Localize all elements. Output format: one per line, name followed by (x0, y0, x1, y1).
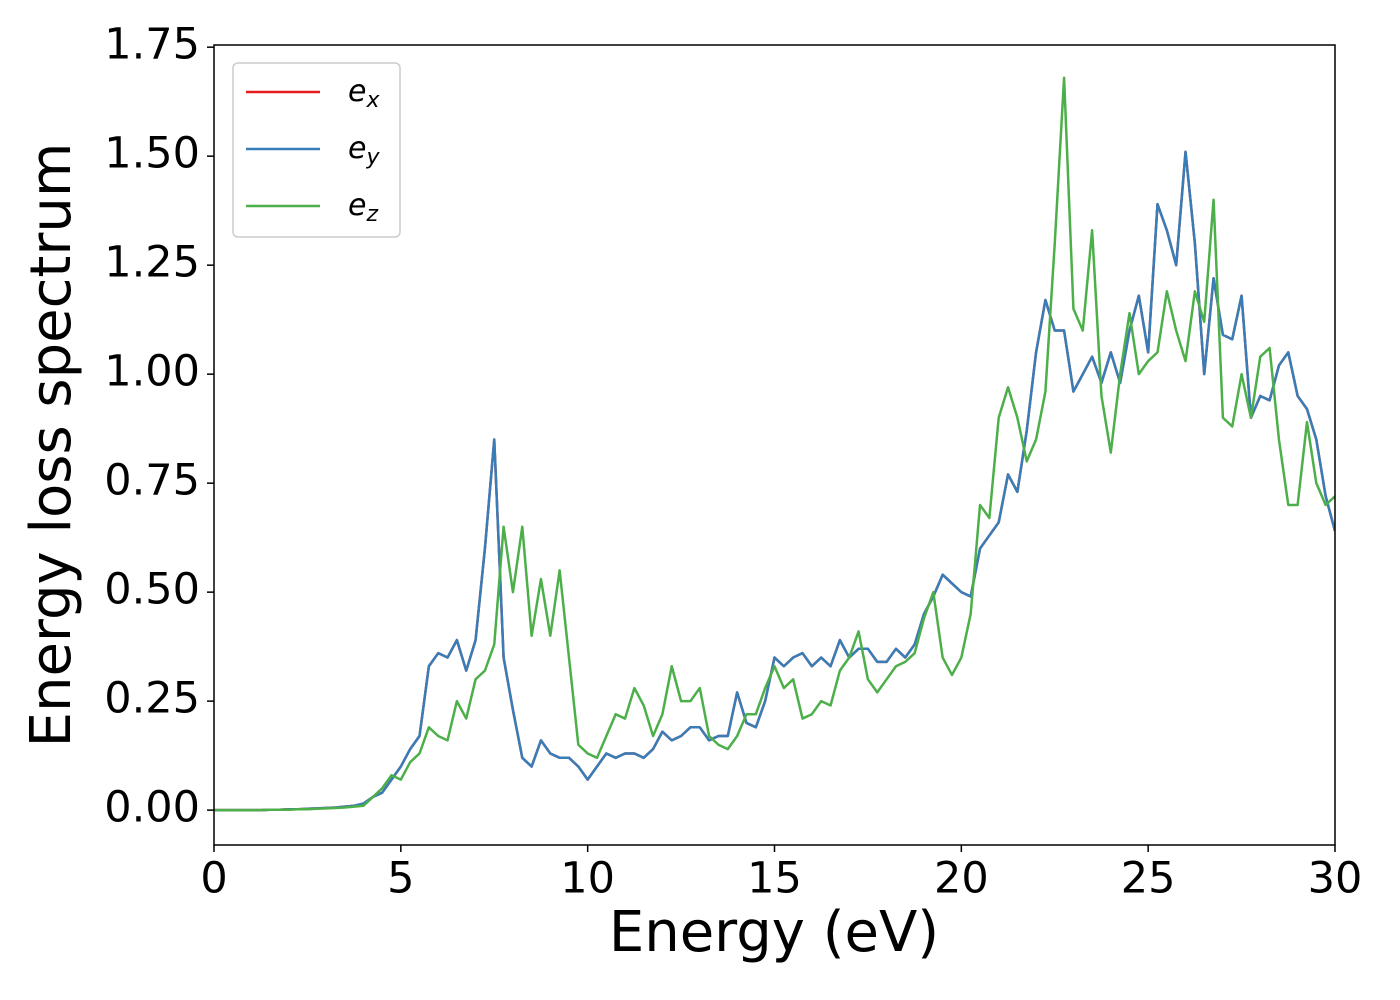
legend-label: ey (348, 131, 380, 171)
x-tick-label: 30 (1308, 854, 1363, 904)
y-tick-label: 0.25 (104, 674, 200, 724)
y-tick-label: 0.00 (104, 783, 200, 833)
series-line (214, 76, 1335, 812)
x-tick-label: 15 (747, 854, 802, 904)
plot-frame (213, 44, 1336, 846)
x-tick-label: 5 (387, 854, 414, 904)
y-tick-label: 1.25 (104, 238, 200, 288)
x-tick-label: 25 (1121, 854, 1176, 904)
series-line (214, 150, 1335, 812)
y-tick-label: 0.75 (104, 456, 200, 506)
y-tick-label: 1.00 (104, 347, 200, 397)
x-tick-label: 10 (560, 854, 615, 904)
x-tick-label: 0 (200, 854, 227, 904)
y-tick-label: 1.75 (104, 20, 200, 70)
x-axis-label: Energy (eV) (609, 900, 939, 965)
legend-label: ez (348, 188, 378, 228)
y-tick-label: 1.50 (104, 129, 200, 179)
y-tick-label: 0.50 (104, 565, 200, 615)
x-tick-label: 20 (934, 854, 989, 904)
y-axis-label: Energy loss spectrum (19, 143, 84, 748)
legend-label: ex (348, 74, 380, 114)
